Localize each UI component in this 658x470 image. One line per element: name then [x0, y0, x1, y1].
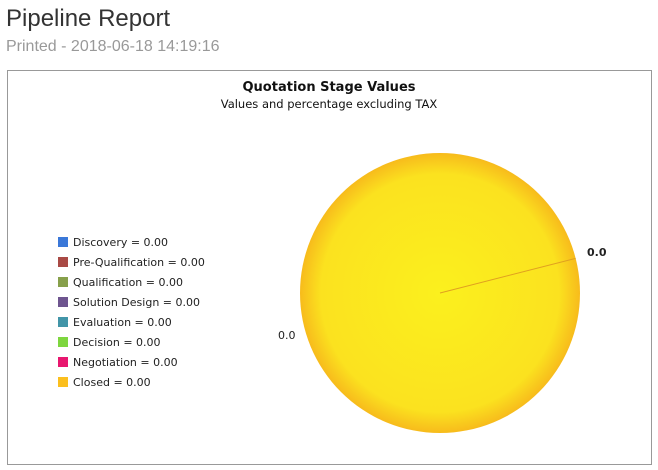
legend-swatch: [58, 237, 68, 247]
chart-title: Quotation Stage Values: [242, 80, 416, 95]
slice-label: 0.0: [587, 246, 607, 259]
legend-item[interactable]: Qualification = 0.00: [58, 275, 183, 289]
slice-label: 0.0: [278, 329, 296, 342]
legend-item[interactable]: Pre-Qualification = 0.00: [58, 255, 205, 269]
chart-subtitle: Values and percentage excluding TAX: [220, 97, 438, 111]
page-title: Pipeline Report: [6, 5, 171, 32]
legend-item[interactable]: Negotiation = 0.00: [58, 355, 178, 369]
legend-swatch: [58, 297, 68, 307]
legend-label: Decision = 0.00: [73, 335, 161, 349]
legend-item[interactable]: Solution Design = 0.00: [58, 295, 200, 309]
legend-label: Evaluation = 0.00: [73, 315, 172, 329]
legend-item[interactable]: Evaluation = 0.00: [58, 315, 172, 329]
legend-swatch: [58, 337, 68, 347]
legend-label: Closed = 0.00: [73, 375, 151, 389]
legend-label: Solution Design = 0.00: [73, 295, 200, 309]
legend-swatch: [58, 317, 68, 327]
legend-label: Pre-Qualification = 0.00: [73, 255, 205, 269]
pie-slice-divider: [439, 257, 576, 294]
legend-swatch: [58, 257, 68, 267]
legend-label: Discovery = 0.00: [73, 235, 169, 249]
legend-item[interactable]: Discovery = 0.00: [58, 235, 168, 249]
legend-label: Negotiation = 0.00: [73, 355, 178, 369]
legend-item[interactable]: Decision = 0.00: [58, 335, 161, 349]
legend-label: Qualification = 0.00: [73, 275, 183, 289]
legend-swatch: [58, 357, 68, 367]
chart-container: [7, 70, 652, 465]
legend-item[interactable]: Closed = 0.00: [58, 375, 151, 389]
printed-timestamp: Printed - 2018-06-18 14:19:16: [6, 38, 220, 55]
legend-swatch: [58, 377, 68, 387]
legend-swatch: [58, 277, 68, 287]
